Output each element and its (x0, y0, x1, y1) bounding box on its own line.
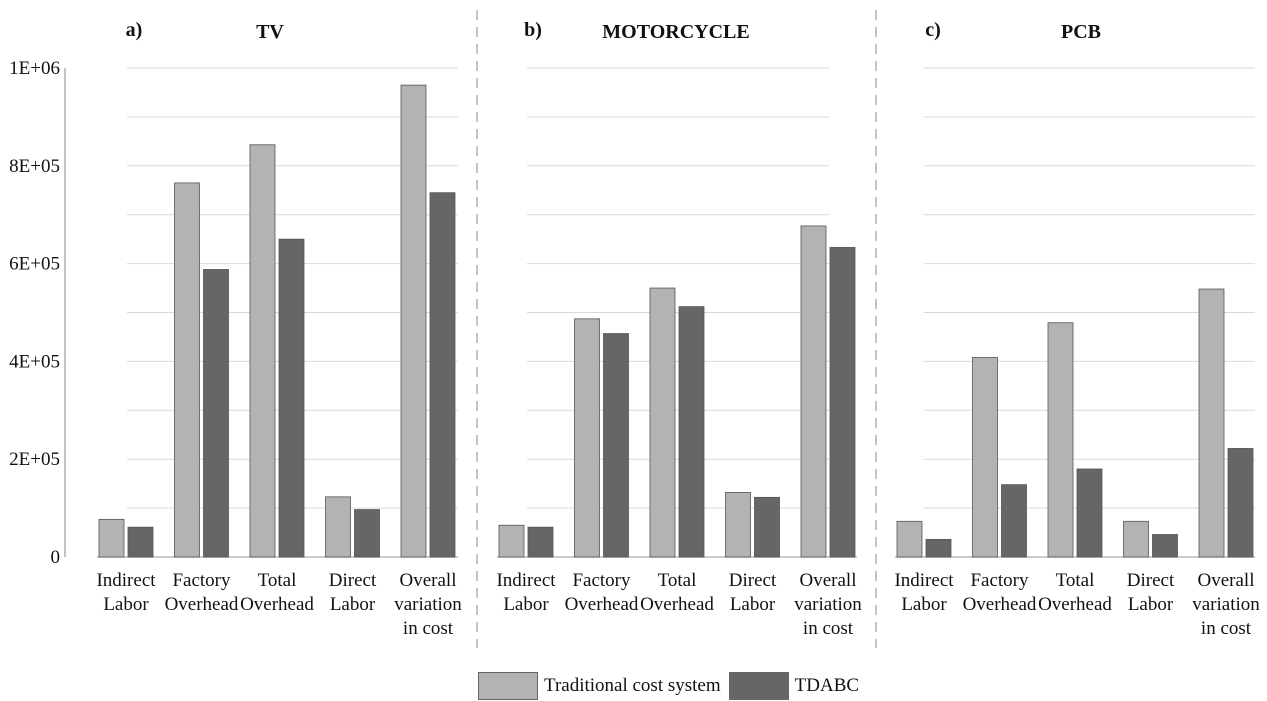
bar-traditional (1198, 288, 1225, 558)
bar-tdabc (127, 526, 154, 558)
legend-label-traditional: Traditional cost system (544, 675, 721, 696)
panel-dividers (476, 10, 877, 648)
x-tick-label: Overall (400, 570, 457, 591)
panel-letter: a) (126, 19, 143, 41)
panel-letter: c) (925, 19, 941, 41)
x-tick-label: Labor (330, 594, 376, 615)
bar-tdabc (829, 247, 856, 558)
y-tick-label: 8E+05 (9, 156, 60, 177)
y-tick-label: 6E+05 (9, 254, 60, 275)
x-tick-label: Labor (503, 594, 549, 615)
x-tick-label: Direct (1127, 570, 1175, 591)
legend-swatch-tdabc (728, 672, 789, 700)
y-axis: 0 2E+05 4E+05 6E+05 8E+05 1E+06 (9, 58, 66, 568)
x-tick-label: variation (1192, 594, 1260, 615)
panel-pcb: c) PCB Indirect Labor Factory Overhead Total Ov… (894, 19, 1260, 639)
x-tick-label: Overhead (565, 594, 639, 615)
bar-traditional (174, 182, 200, 558)
bar-traditional (972, 357, 998, 558)
bar-tdabc (603, 333, 629, 558)
bar-traditional (1123, 520, 1149, 558)
x-tick-label: Labor (103, 594, 149, 615)
bar-traditional (98, 518, 125, 558)
bar-tdabc (1227, 448, 1254, 558)
bar-tdabc (754, 496, 780, 558)
bar-tdabc (354, 509, 380, 558)
x-tick-label: Labor (901, 594, 947, 615)
x-tick-label: Overhead (640, 594, 714, 615)
bar-tdabc (1001, 484, 1027, 558)
x-tick-label: Indirect (496, 570, 556, 591)
x-tick-label: Overall (1198, 570, 1255, 591)
x-tick-label: Direct (329, 570, 377, 591)
y-tick-label: 4E+05 (9, 351, 60, 372)
bar-traditional (498, 524, 525, 558)
x-tick-label: Factory (172, 570, 231, 591)
bar-tdabc (429, 192, 456, 558)
x-tick-label: Total (658, 570, 697, 591)
legend: Traditional cost system TDABC (478, 671, 867, 701)
y-tick-label: 2E+05 (9, 449, 60, 470)
bar-traditional (800, 225, 827, 558)
bar-traditional (896, 520, 923, 558)
x-tick-label: Overhead (1038, 594, 1112, 615)
x-tick-label: Labor (730, 594, 776, 615)
legend-item-traditional: Traditional cost system (478, 672, 721, 700)
bar-tdabc (203, 269, 229, 558)
x-tick-label: Factory (572, 570, 631, 591)
x-tick-label: Factory (970, 570, 1029, 591)
x-tick-label: Total (258, 570, 297, 591)
bar-traditional (249, 144, 276, 558)
bar-traditional (400, 84, 427, 558)
x-tick-label: variation (394, 594, 462, 615)
x-tick-label: Labor (1128, 594, 1174, 615)
panel-title: PCB (1061, 21, 1101, 43)
panel-title: TV (256, 21, 284, 43)
bar-tdabc (278, 238, 305, 558)
bar-traditional (649, 287, 676, 558)
panels: a) TV Indirect Labor Factory Overhead Total Ove… (96, 19, 1260, 639)
x-tick-label: Overhead (963, 594, 1037, 615)
bar-traditional (725, 492, 751, 558)
x-tick-label: Overhead (240, 594, 314, 615)
bar-tdabc (1076, 468, 1103, 558)
bar-tdabc (678, 306, 705, 558)
bar-tdabc (527, 526, 554, 558)
y-tick-label: 1E+06 (9, 58, 60, 79)
legend-item-tdabc: TDABC (728, 672, 860, 700)
x-tick-label: Total (1056, 570, 1095, 591)
panel-title: MOTORCYCLE (602, 21, 749, 43)
x-tick-label: Indirect (96, 570, 156, 591)
legend-label-tdabc: TDABC (794, 675, 860, 696)
legend-swatch-traditional (478, 672, 538, 700)
x-tick-label: variation (794, 594, 862, 615)
x-tick-label: Indirect (894, 570, 954, 591)
bar-traditional (1047, 322, 1074, 558)
x-tick-label: in cost (1201, 618, 1252, 639)
bar-tdabc (1152, 534, 1178, 558)
x-tick-label: Direct (729, 570, 777, 591)
y-tick-label: 0 (51, 547, 61, 568)
bar-tdabc (925, 538, 952, 558)
x-tick-label: Overall (800, 570, 857, 591)
x-tick-label: Overhead (165, 594, 239, 615)
bar-traditional (325, 496, 351, 558)
panel-tv: a) TV Indirect Labor Factory Overhead Total Ove… (96, 19, 462, 639)
panel-motorcycle: b) MOTORCYCLE Indirect Labor Factory Overhead… (496, 19, 862, 639)
x-tick-label: in cost (403, 618, 454, 639)
bar-traditional (574, 318, 600, 558)
x-tick-label: in cost (803, 618, 854, 639)
panel-letter: b) (524, 19, 542, 41)
